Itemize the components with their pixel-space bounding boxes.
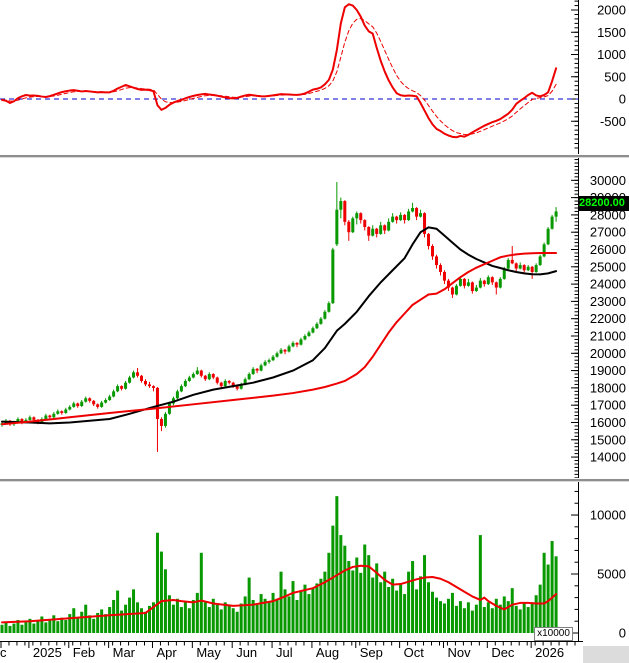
y-tick-label: 16000 bbox=[590, 415, 626, 430]
oscillator-signal-line bbox=[1, 18, 557, 136]
x-axis-month-label: Jun bbox=[236, 645, 257, 660]
y-tick-label: 15000 bbox=[590, 432, 626, 447]
y-tick-label: 10000 bbox=[590, 508, 626, 523]
x-axis-month-label: Nov bbox=[447, 645, 471, 660]
x-axis-month-label: Feb bbox=[73, 645, 95, 660]
x-axis-month-label: Mar bbox=[113, 645, 136, 660]
y-tick-label: 28000 bbox=[590, 207, 626, 222]
x-axis-month-label: Aug bbox=[316, 645, 339, 660]
x-axis-month-label: c bbox=[0, 645, 7, 660]
price-plot[interactable]: 3000029000280002700026000250002400023000… bbox=[0, 158, 629, 478]
volume-bars bbox=[0, 496, 558, 633]
y-tick-label: 24000 bbox=[590, 277, 626, 292]
oscillator-main-line bbox=[1, 3, 558, 139]
volume-scale-label: x10000 bbox=[534, 627, 573, 641]
y-tick-label: 26000 bbox=[590, 242, 626, 257]
y-tick-label: 0 bbox=[619, 92, 626, 107]
volume-ma-line bbox=[1, 564, 558, 624]
y-tick-label: 18000 bbox=[590, 380, 626, 395]
y-tick-label: 30000 bbox=[590, 173, 626, 188]
y-tick-label: 17000 bbox=[590, 398, 626, 413]
axis-corner bbox=[583, 646, 629, 663]
y-tick-label: 23000 bbox=[590, 294, 626, 309]
y-tick-label: 22000 bbox=[590, 311, 626, 326]
volume-panel: 10000 5000 0 bbox=[0, 482, 629, 641]
x-axis-month-label: Apr bbox=[156, 645, 177, 660]
x-axis-month-label: Sep bbox=[360, 645, 383, 660]
panel-splitter-bottom[interactable] bbox=[0, 478, 629, 482]
x-axis-month-label: Oct bbox=[404, 645, 425, 660]
panel-splitter-top[interactable] bbox=[0, 154, 629, 158]
x-axis-month-label: 2025 bbox=[33, 645, 62, 660]
x-axis-month-label: Dec bbox=[491, 645, 515, 660]
volume-plot[interactable]: 10000 5000 0 bbox=[0, 482, 629, 641]
y-tick-label: 21000 bbox=[590, 328, 626, 343]
y-tick-label: 25000 bbox=[590, 259, 626, 274]
y-tick-label: 2000 bbox=[597, 3, 626, 18]
y-tick-label: 5000 bbox=[597, 567, 626, 582]
y-tick-label: 500 bbox=[604, 69, 626, 84]
y-tick-label: 19000 bbox=[590, 363, 626, 378]
oscillator-plot[interactable]: 2000 1500 1000 500 0 -500 bbox=[0, 0, 629, 154]
x-axis-month-label: Jul bbox=[276, 645, 293, 660]
y-tick-label: 1000 bbox=[597, 47, 626, 62]
y-tick-label: 20000 bbox=[590, 346, 626, 361]
candlesticks bbox=[0, 182, 558, 452]
y-tick-label: 27000 bbox=[590, 225, 626, 240]
y-tick-label: -500 bbox=[600, 114, 626, 129]
x-axis: c 2025 Feb Mar Apr May Jun Jul Aug Sep Oct Nov Dec 20… bbox=[0, 641, 629, 663]
x-axis-month-label: May bbox=[196, 645, 221, 660]
x-axis-month-label: 2026 bbox=[535, 645, 564, 660]
y-tick-label: 0 bbox=[619, 626, 626, 641]
ma-slow-line bbox=[1, 251, 558, 426]
price-panel: 3000029000280002700026000250002400023000… bbox=[0, 158, 629, 478]
last-price-label: 28200.00 bbox=[578, 196, 629, 211]
ma-fast-line bbox=[1, 226, 558, 425]
oscillator-panel: 2000 1500 1000 500 0 -500 bbox=[0, 0, 629, 154]
y-tick-label: 14000 bbox=[590, 450, 626, 465]
x-axis-plot: c 2025 Feb Mar Apr May Jun Jul Aug Sep Oct Nov Dec 20… bbox=[0, 641, 583, 660]
y-tick-label: 1500 bbox=[597, 25, 626, 40]
